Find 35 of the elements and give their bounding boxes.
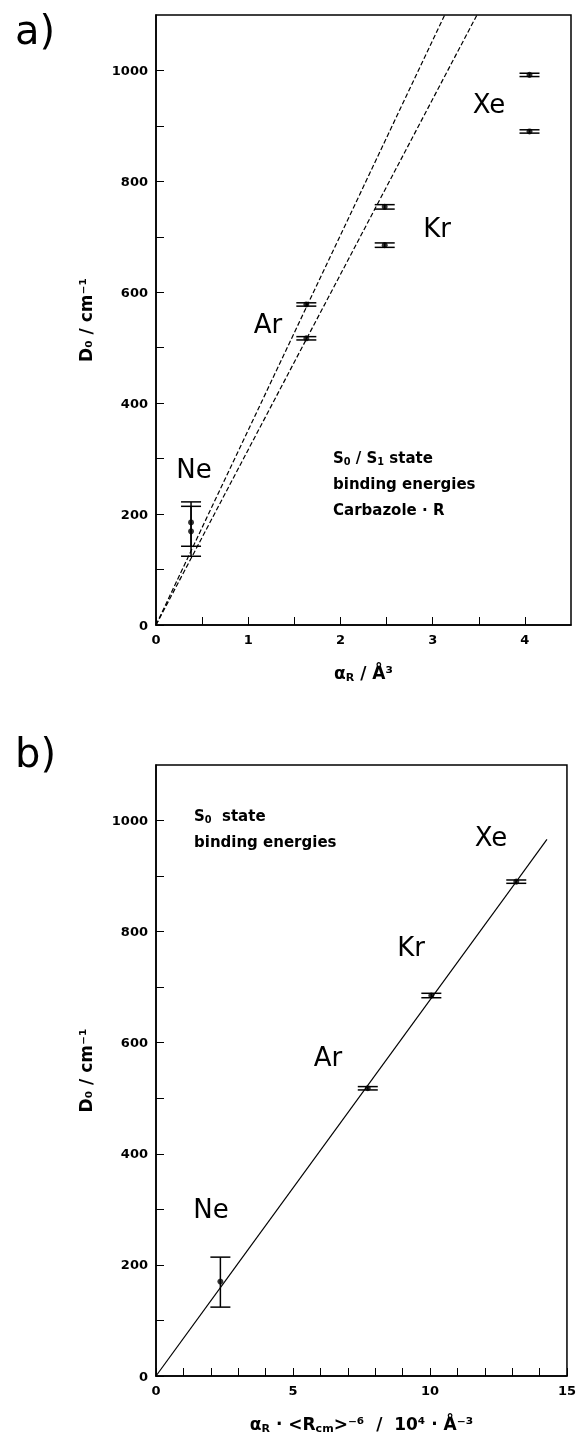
y-tick-label: 1000 [111,62,148,78]
chart-title: b) [15,730,56,776]
y-axis-title: D₀ / cm⁻¹ [75,278,96,362]
x-tick-label: 1 [243,632,253,647]
annotation: Xe [472,89,506,119]
annotation: Ne [176,454,212,484]
x-tick-label: 5 [288,1383,298,1398]
chart-title: a) [15,7,56,53]
y-tick-label: 1000 [111,813,148,829]
y-tick-label: 0 [138,617,148,633]
y-tick-label: 600 [120,284,148,300]
x-tick-label: 4 [520,632,530,647]
x-tick-label: 15 [557,1383,576,1398]
y-tick-label: 200 [120,506,148,522]
x-tick-label: 2 [335,632,345,647]
annotation: Kr [423,213,452,243]
x-tick-label: 0 [151,1383,161,1398]
annotation: Kr [397,932,426,962]
y-tick-label: 800 [120,924,148,940]
y-tick-label: 200 [120,1257,148,1273]
y-tick-label: 800 [120,173,148,189]
x-tick-label: 3 [428,632,438,647]
y-axis-title: D₀ / cm⁻¹ [75,1028,96,1113]
annotation: Xe [474,822,508,852]
y-tick-label: 400 [120,1146,148,1162]
y-tick-label: 400 [120,395,148,411]
annotation: Ne [193,1194,229,1224]
annotation: Ar [313,1042,343,1072]
x-tick-label: 0 [151,632,161,647]
annotation: S0 state binding energies [194,807,337,851]
y-tick-label: 600 [120,1035,148,1051]
annotation: S0 / S1 state binding energies Carbazole · R [333,449,476,519]
annotation: Ar [253,309,283,339]
x-tick-label: 10 [420,1383,440,1398]
y-tick-label: 0 [138,1368,148,1384]
